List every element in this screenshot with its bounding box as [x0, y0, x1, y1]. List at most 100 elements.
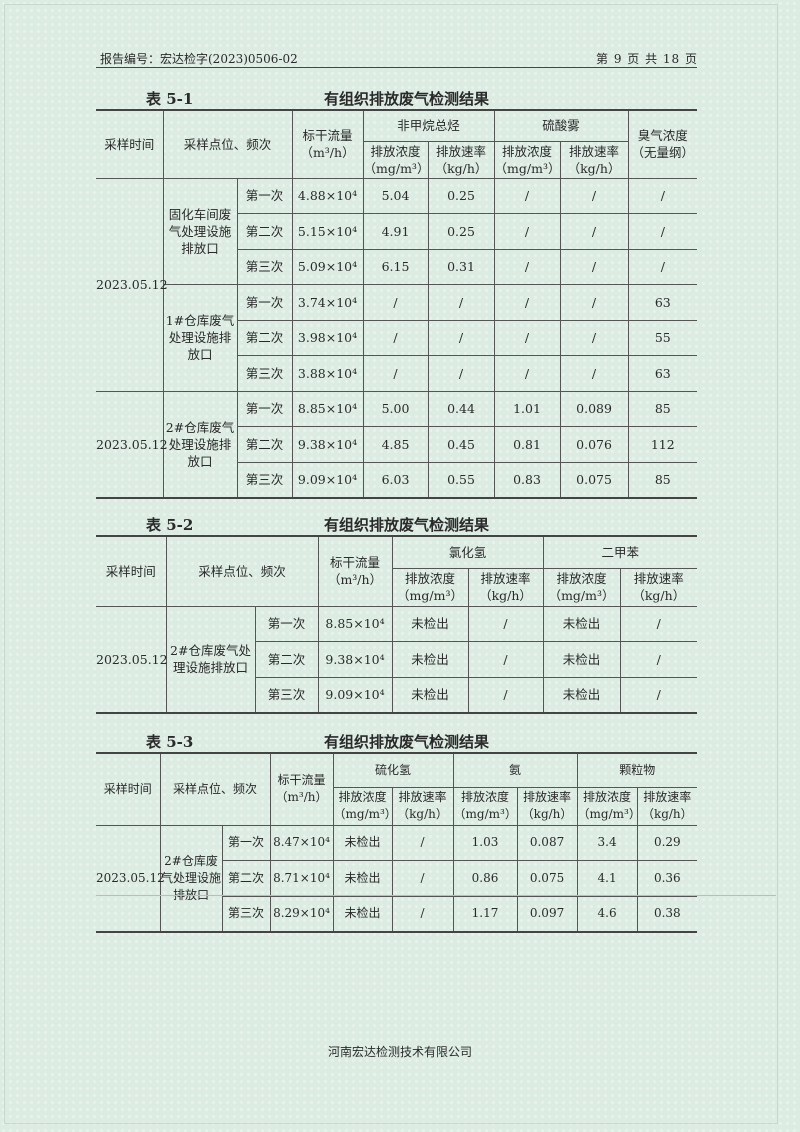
sample-date: 2023.05.12 — [96, 177, 168, 392]
data-cell: 9.38×10⁴ — [317, 641, 393, 678]
data-cell: 8.29×10⁴ — [269, 895, 334, 932]
data-cell: / — [559, 355, 629, 392]
data-cell: 0.076 — [559, 426, 629, 463]
sample-location: 固化车间废气处理设施排放口 — [162, 177, 238, 285]
data-cell: / — [391, 895, 454, 932]
data-cell: 0.075 — [516, 860, 578, 897]
data-cell: 0.089 — [559, 390, 629, 427]
col-location-freq: 采样点位、频次 — [165, 535, 319, 607]
col-flow: 标干流量 （m³/h） — [317, 535, 393, 607]
data-cell: / — [467, 641, 544, 678]
table-row: 2023.05.12 2#仓库废气处理设施排放口 第一次 8.47×10⁴ 未检出/1.… — [96, 824, 698, 932]
data-cell: / — [559, 319, 629, 356]
data-cell: / — [427, 355, 495, 392]
table-5-1: 采样时间 采样点位、频次 标干流量 （m³/h） 非甲烷总烃 硫酸雾 臭气浓度 （无… — [96, 109, 698, 499]
page-border — [4, 4, 778, 1124]
table3-label: 表 5-3 — [146, 733, 194, 751]
data-cell: 6.15 — [362, 248, 429, 285]
sample-date: 2023.05.12 — [96, 824, 165, 932]
data-cell: / — [559, 248, 629, 285]
data-cell: 未检出 — [542, 605, 621, 642]
sample-frequency: 第二次 — [237, 426, 293, 463]
data-cell: 0.86 — [452, 860, 518, 897]
sample-frequency: 第二次 — [255, 641, 319, 678]
sample-date: 2023.05.12 — [96, 605, 168, 713]
data-cell: 8.47×10⁴ — [269, 824, 334, 861]
data-cell: / — [619, 605, 698, 642]
data-cell: 0.075 — [559, 461, 629, 498]
table-row: 1#仓库废气处理设施排放口 第一次 3.74×10⁴ / / //63 — [96, 284, 698, 392]
sub-col-rate: 排放速率 （kg/h） — [619, 567, 698, 607]
data-cell: 0.45 — [427, 426, 495, 463]
table1-caption: 表 5-1 有组织排放废气检测结果 — [96, 88, 697, 108]
table-row: 第二次 9.38×10⁴ 未检出 / 未检出 / — [96, 641, 698, 678]
table3-title: 有组织排放废气检测结果 — [323, 733, 489, 751]
sample-frequency: 第三次 — [237, 248, 293, 285]
table1-title: 有组织排放废气检测结果 — [323, 90, 489, 108]
sample-frequency: 第一次 — [236, 390, 293, 427]
data-cell: / — [427, 284, 495, 321]
sub-col-conc: 排放浓度 （mg/m³） — [392, 567, 469, 607]
sample-frequency: 第三次 — [237, 461, 293, 498]
data-cell: 4.85 — [362, 426, 429, 463]
header-divider — [96, 67, 697, 68]
data-cell: / — [627, 177, 698, 214]
table-row: 第二次 8.71×10⁴ 未检出/0.86 0.075 4.1 0.36 — [96, 860, 698, 897]
data-cell: 未检出 — [391, 641, 469, 678]
data-cell: / — [467, 676, 544, 713]
data-cell: / — [493, 177, 561, 214]
col-location-freq: 采样点位、频次 — [162, 109, 293, 179]
col-flow: 标干流量 （m³/h） — [291, 109, 364, 179]
table3-caption: 表 5-3 有组织排放废气检测结果 — [96, 731, 697, 751]
data-cell: 9.38×10⁴ — [291, 426, 364, 463]
data-cell: 1.03 — [452, 824, 518, 861]
data-cell: / — [493, 319, 561, 356]
table1-label: 表 5-1 — [146, 90, 194, 108]
data-cell: 0.55 — [427, 461, 495, 498]
table-row: 第三次 8.29×10⁴ 未检出/1.17 0.097 4.6 0.38 — [96, 895, 698, 932]
sub-col-conc: 排放浓度 （mg/m³） — [363, 140, 429, 179]
data-cell: / — [627, 248, 698, 285]
data-cell: 85 — [627, 461, 698, 498]
col-sample-time: 采样时间 — [96, 109, 164, 179]
data-cell: 未检出 — [542, 641, 621, 678]
data-cell: 4.1 — [576, 860, 638, 897]
data-cell: 0.36 — [636, 860, 698, 897]
data-cell: 0.38 — [636, 895, 698, 932]
data-cell: 未检出 — [391, 676, 469, 713]
data-cell: / — [362, 284, 429, 321]
col-pollutant: 硫化氢 — [332, 752, 454, 788]
data-cell: 3.74×10⁴ — [291, 284, 364, 321]
data-cell: 0.087 — [516, 824, 578, 861]
data-cell: 5.15×10⁴ — [291, 213, 364, 250]
data-cell: 3.4 — [576, 824, 638, 861]
data-cell: 1.01 — [493, 390, 561, 427]
data-cell: 0.097 — [516, 895, 578, 932]
sample-frequency: 第一次 — [221, 824, 271, 861]
data-cell: / — [362, 355, 429, 392]
sample-frequency: 第三次 — [222, 895, 271, 932]
company-footer: 河南宏达检测技术有限公司 — [327, 1045, 472, 1059]
sample-location: 1#仓库废气处理设施排放口 — [163, 284, 238, 392]
data-cell: 未检出 — [391, 605, 469, 642]
table-row: 2023.05.12 固化车间废气处理设施排放口 第一次 4.88×10⁴ 5.04 0.… — [96, 177, 698, 392]
data-cell: 5.09×10⁴ — [291, 248, 364, 285]
table2-label: 表 5-2 — [146, 516, 194, 534]
data-cell: 63 — [627, 355, 698, 392]
table-row: 第二次 5.15×10⁴ 4.91 0.25// / — [96, 213, 698, 250]
table-row: 2023.05.12 2#仓库废气处理设施排放口 第一次 8.85×10⁴ 未检出 / 未检… — [96, 605, 698, 713]
data-cell: / — [467, 605, 544, 642]
data-cell: / — [427, 319, 495, 356]
sample-location: 2#仓库废气处理设施排放口 — [162, 390, 238, 498]
data-cell: 112 — [627, 426, 698, 463]
table-row: 第三次 9.09×10⁴ 6.03 0.55 0.83 0.075 85 — [96, 461, 698, 498]
sample-frequency: 第三次 — [237, 355, 293, 392]
data-cell: 0.44 — [427, 390, 495, 427]
data-cell: / — [559, 177, 629, 214]
table2-caption: 表 5-2 有组织排放废气检测结果 — [96, 514, 697, 534]
data-cell: / — [627, 213, 698, 250]
data-cell: 3.98×10⁴ — [291, 319, 364, 356]
data-cell: 4.91 — [362, 213, 429, 250]
data-cell: / — [362, 319, 429, 356]
sample-frequency: 第二次 — [222, 860, 271, 897]
